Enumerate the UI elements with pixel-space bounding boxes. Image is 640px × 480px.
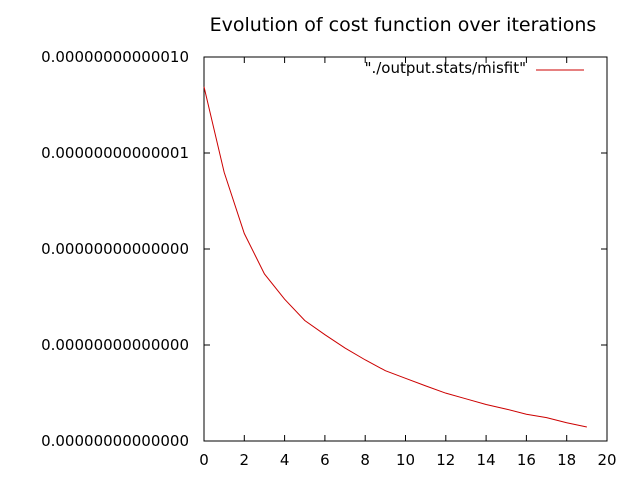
x-axis: 0 2 4 6 8 10 12 14 16 18 20 (199, 57, 617, 469)
legend: "./output.stats/misfit" (365, 59, 584, 77)
x-tick-label: 6 (320, 451, 330, 469)
series-layer (203, 86, 587, 428)
y-tick-label: 0.00000000000001 (41, 144, 189, 162)
y-tick-label: 0.00000000000000 (41, 240, 189, 258)
legend-label: "./output.stats/misfit" (365, 59, 526, 77)
x-tick-label: 18 (557, 451, 576, 469)
y-tick-label: 0.00000000000000 (41, 336, 189, 354)
x-tick-label: 10 (396, 451, 415, 469)
x-tick-label: 20 (597, 451, 616, 469)
y-axis: 0.00000000000000 0.00000000000000 0.000000… (41, 48, 607, 450)
chart-title: Evolution of cost function over iteratio… (210, 14, 597, 36)
x-tick-label: 0 (199, 451, 209, 469)
x-tick-label: 16 (517, 451, 536, 469)
y-tick-label: 0.00000000000010 (41, 48, 189, 66)
plot-frame (203, 56, 608, 442)
x-tick-label: 14 (477, 451, 496, 469)
x-tick-label: 8 (360, 451, 370, 469)
x-tick-label: 4 (280, 451, 290, 469)
series-line (203, 86, 587, 428)
x-tick-label: 12 (436, 451, 455, 469)
y-tick-label: 0.00000000000000 (41, 432, 189, 450)
x-tick-label: 2 (240, 451, 250, 469)
